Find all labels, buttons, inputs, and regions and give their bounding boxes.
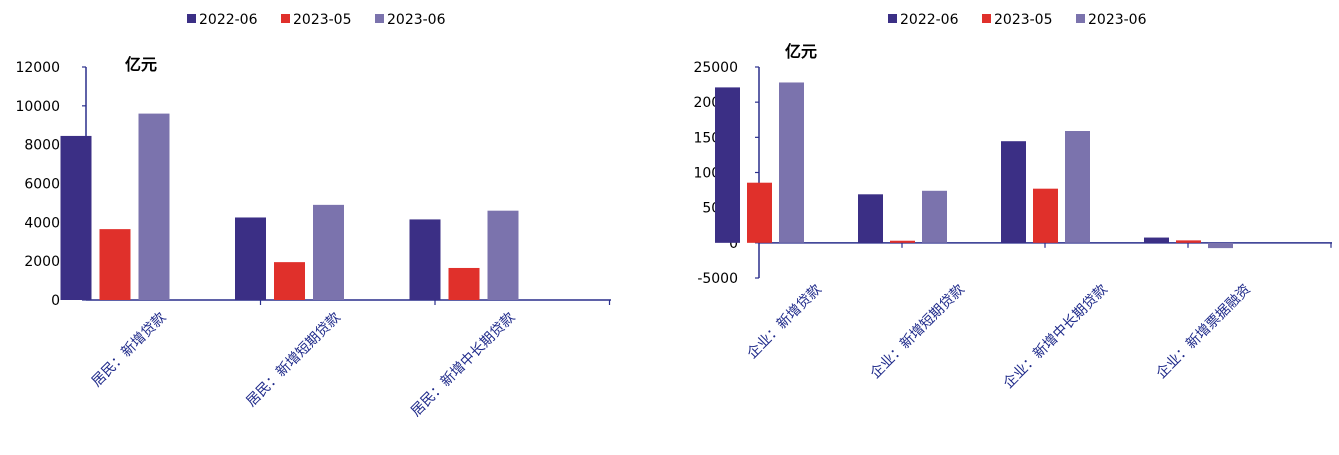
- legend-swatch-0: [888, 14, 897, 23]
- bar-2023-06-2: [1065, 131, 1090, 243]
- legend-swatch-2: [375, 14, 384, 23]
- bar-2023-06-2: [487, 210, 519, 300]
- unit-label: 亿元: [125, 55, 157, 74]
- bar-2023-05-3: [1176, 240, 1201, 243]
- y-tick-label: 12000: [15, 60, 60, 76]
- y-tick-label: 25000: [693, 60, 738, 76]
- bar-2023-06-0: [138, 113, 170, 300]
- unit-label: 亿元: [785, 42, 817, 61]
- bar-2022-06-1: [858, 194, 883, 243]
- y-tick-label: 10000: [15, 99, 60, 115]
- y-tick-label: 6000: [24, 177, 60, 193]
- legend-label-1: 2023-05: [994, 12, 1053, 28]
- legend-label-1: 2023-05: [293, 12, 352, 28]
- legend-swatch-2: [1076, 14, 1085, 23]
- bar-2022-06-0: [715, 87, 740, 243]
- category-label-2: 居民：新增中长期贷款: [408, 310, 518, 420]
- bar-2023-06-1: [313, 204, 344, 300]
- category-label-1: 居民：新增短期贷款: [243, 310, 343, 410]
- bar-2022-06-2: [1001, 141, 1026, 243]
- bar-2023-05-1: [890, 240, 915, 243]
- bar-2022-06-3: [1144, 237, 1169, 243]
- category-label-0: 居民：新增贷款: [89, 310, 170, 391]
- bar-2023-05-0: [747, 182, 772, 243]
- bar-2023-05-1: [274, 262, 305, 300]
- y-tick-label: 4000: [24, 215, 60, 231]
- bar-2023-06-0: [779, 82, 804, 243]
- y-tick-label: 8000: [24, 138, 60, 154]
- category-label-0: 企业：新增贷款: [744, 281, 825, 362]
- bar-2022-06-1: [235, 217, 266, 300]
- legend-label-2: 2023-06: [387, 12, 446, 28]
- bar-2023-06-1: [922, 190, 947, 243]
- legend-label-2: 2023-06: [1088, 12, 1147, 28]
- enterprise-loans-chart: 2022-062023-052023-06亿元-5000050001000015…: [693, 12, 1332, 392]
- bar-2022-06-2: [409, 219, 441, 300]
- bar-2023-05-2: [1033, 188, 1058, 243]
- category-label-1: 企业：新增短期贷款: [867, 281, 968, 382]
- household-loans-chart: 2022-06 2023-05 2023-06 亿元 0 2000 4000 6000 8000…: [15, 12, 611, 420]
- y-tick-label: 2000: [24, 254, 60, 270]
- y-tick-label: 0: [729, 236, 738, 252]
- legend-label-0: 2022-06: [900, 12, 959, 28]
- legend-swatch-0: [187, 14, 196, 23]
- category-label-3: 企业：新增票据融资: [1153, 281, 1254, 382]
- bar-2023-05-0: [99, 229, 131, 300]
- bar-2023-05-2: [448, 267, 480, 300]
- legend-label-0: 2022-06: [199, 12, 258, 28]
- bar-2023-06-3: [1208, 242, 1233, 249]
- legend-swatch-1: [982, 14, 991, 23]
- category-label-2: 企业：新增中长期贷款: [1000, 281, 1111, 392]
- legend-swatch-1: [281, 14, 290, 23]
- y-tick-label: -5000: [697, 271, 738, 287]
- bar-2022-06-0: [60, 135, 92, 300]
- y-tick-label: 0: [51, 293, 60, 309]
